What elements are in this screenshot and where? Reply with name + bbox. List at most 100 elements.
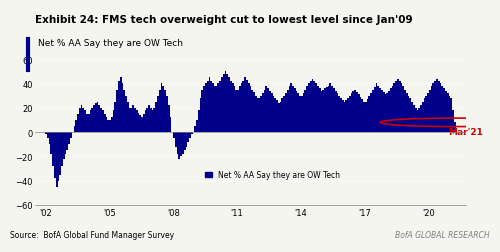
Bar (108, 120, 109, 133)
Bar (232, 84, 234, 133)
Bar (68, 133, 70, 145)
Bar (416, 111, 418, 133)
Bar (438, 82, 440, 133)
Bar (260, 96, 262, 133)
Bar (191, 133, 192, 135)
Bar (200, 99, 202, 133)
Bar (82, 108, 84, 133)
Bar (427, 94, 429, 133)
Bar (76, 120, 77, 133)
Text: Mar'21: Mar'21 (448, 128, 483, 137)
Bar (376, 84, 378, 133)
Bar (127, 102, 128, 133)
Bar (394, 84, 395, 133)
Bar (299, 96, 301, 133)
Bar (218, 84, 220, 133)
Bar (173, 133, 175, 139)
Bar (411, 102, 413, 133)
Bar (443, 89, 445, 133)
Bar (338, 96, 340, 133)
Bar (230, 82, 232, 133)
Bar (445, 91, 446, 133)
Text: Net % AA Say they are OW Tech: Net % AA Say they are OW Tech (38, 39, 182, 48)
Bar (104, 114, 106, 133)
Bar (422, 102, 424, 133)
Bar (442, 86, 443, 133)
Bar (122, 84, 124, 133)
Bar (320, 91, 322, 133)
Bar (314, 82, 315, 133)
Bar (452, 111, 454, 133)
Bar (384, 95, 386, 133)
Bar (262, 94, 264, 133)
Bar (152, 111, 154, 133)
Bar (198, 111, 200, 133)
Bar (310, 82, 312, 133)
Bar (128, 108, 130, 133)
Bar (372, 90, 374, 133)
Bar (244, 78, 246, 133)
Bar (196, 120, 198, 133)
Text: BofA GLOBAL RESEARCH: BofA GLOBAL RESEARCH (396, 230, 490, 239)
Bar (212, 84, 214, 133)
Bar (390, 89, 392, 133)
Bar (56, 133, 58, 187)
Bar (328, 86, 330, 133)
Bar (61, 133, 63, 166)
Bar (318, 89, 320, 133)
Bar (382, 92, 384, 133)
Bar (450, 99, 452, 133)
Bar (100, 108, 102, 133)
Bar (186, 133, 188, 147)
Bar (410, 99, 411, 133)
Bar (406, 94, 407, 133)
Bar (168, 106, 170, 133)
Bar (205, 84, 207, 133)
Bar (166, 96, 168, 133)
Bar (272, 96, 274, 133)
Bar (352, 91, 354, 133)
Bar (454, 123, 456, 133)
Bar (298, 94, 300, 133)
Bar (184, 133, 186, 151)
Bar (216, 86, 218, 133)
Bar (354, 90, 356, 133)
Bar (269, 91, 271, 133)
Bar (154, 108, 156, 133)
Bar (242, 82, 244, 133)
Bar (301, 96, 303, 133)
Bar (370, 94, 372, 133)
Bar (434, 82, 436, 133)
Bar (274, 99, 276, 133)
Bar (315, 84, 317, 133)
Bar (58, 133, 59, 181)
Bar (374, 88, 376, 133)
Bar (120, 78, 122, 133)
Bar (248, 84, 250, 133)
Bar (366, 100, 368, 133)
Bar (45, 133, 47, 135)
Bar (130, 108, 132, 133)
Bar (182, 133, 184, 154)
Bar (294, 89, 296, 133)
Bar (64, 133, 66, 154)
Bar (276, 101, 278, 133)
Legend: Net % AA Say they are OW Tech: Net % AA Say they are OW Tech (202, 167, 344, 182)
Bar (304, 90, 306, 133)
Bar (388, 91, 390, 133)
Bar (84, 111, 86, 133)
Bar (446, 94, 448, 133)
Bar (214, 86, 216, 133)
Bar (270, 94, 272, 133)
Bar (178, 133, 180, 159)
Bar (350, 94, 352, 133)
Bar (381, 90, 383, 133)
Bar (194, 127, 196, 133)
Bar (47, 133, 48, 139)
Bar (155, 102, 157, 133)
Bar (79, 108, 80, 133)
Bar (95, 104, 96, 133)
Bar (98, 106, 100, 133)
Bar (333, 89, 335, 133)
Bar (286, 90, 288, 133)
